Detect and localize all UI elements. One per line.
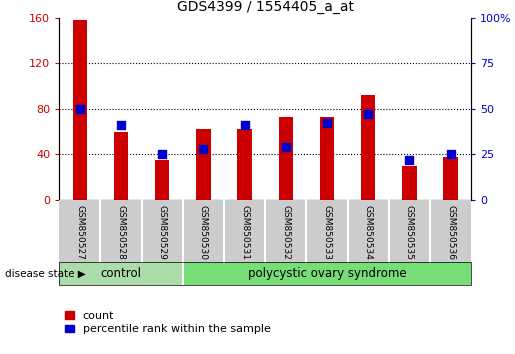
Point	[158, 152, 166, 157]
Text: disease state ▶: disease state ▶	[5, 268, 86, 279]
Bar	[320, 117, 334, 200]
Point	[199, 146, 208, 152]
Legend: count, percentile rank within the sample: count, percentile rank within the sample	[65, 311, 270, 334]
Point	[447, 152, 455, 157]
Text: GSM850527: GSM850527	[75, 205, 84, 260]
Text: GSM850528: GSM850528	[116, 205, 126, 260]
Bar	[196, 129, 211, 200]
Point	[76, 106, 84, 112]
Text: control: control	[100, 267, 142, 280]
Point	[364, 112, 372, 117]
Title: GDS4399 / 1554405_a_at: GDS4399 / 1554405_a_at	[177, 0, 354, 14]
Bar	[402, 166, 417, 200]
Bar	[155, 160, 169, 200]
Text: GSM850535: GSM850535	[405, 205, 414, 260]
Bar	[73, 20, 87, 200]
Text: GSM850536: GSM850536	[446, 205, 455, 260]
Point	[241, 122, 249, 128]
Bar	[237, 129, 252, 200]
Point	[117, 122, 125, 128]
Text: GSM850532: GSM850532	[281, 205, 290, 260]
Point	[282, 144, 290, 150]
Text: GSM850530: GSM850530	[199, 205, 208, 260]
Text: polycystic ovary syndrome: polycystic ovary syndrome	[248, 267, 406, 280]
Text: GSM850533: GSM850533	[322, 205, 332, 260]
Text: GSM850534: GSM850534	[364, 205, 373, 260]
Bar	[443, 157, 458, 200]
Bar	[279, 117, 293, 200]
Bar	[114, 132, 128, 200]
Point	[323, 121, 331, 126]
Text: GSM850531: GSM850531	[240, 205, 249, 260]
Text: GSM850529: GSM850529	[158, 205, 167, 260]
Bar	[361, 95, 375, 200]
Point	[405, 157, 414, 163]
